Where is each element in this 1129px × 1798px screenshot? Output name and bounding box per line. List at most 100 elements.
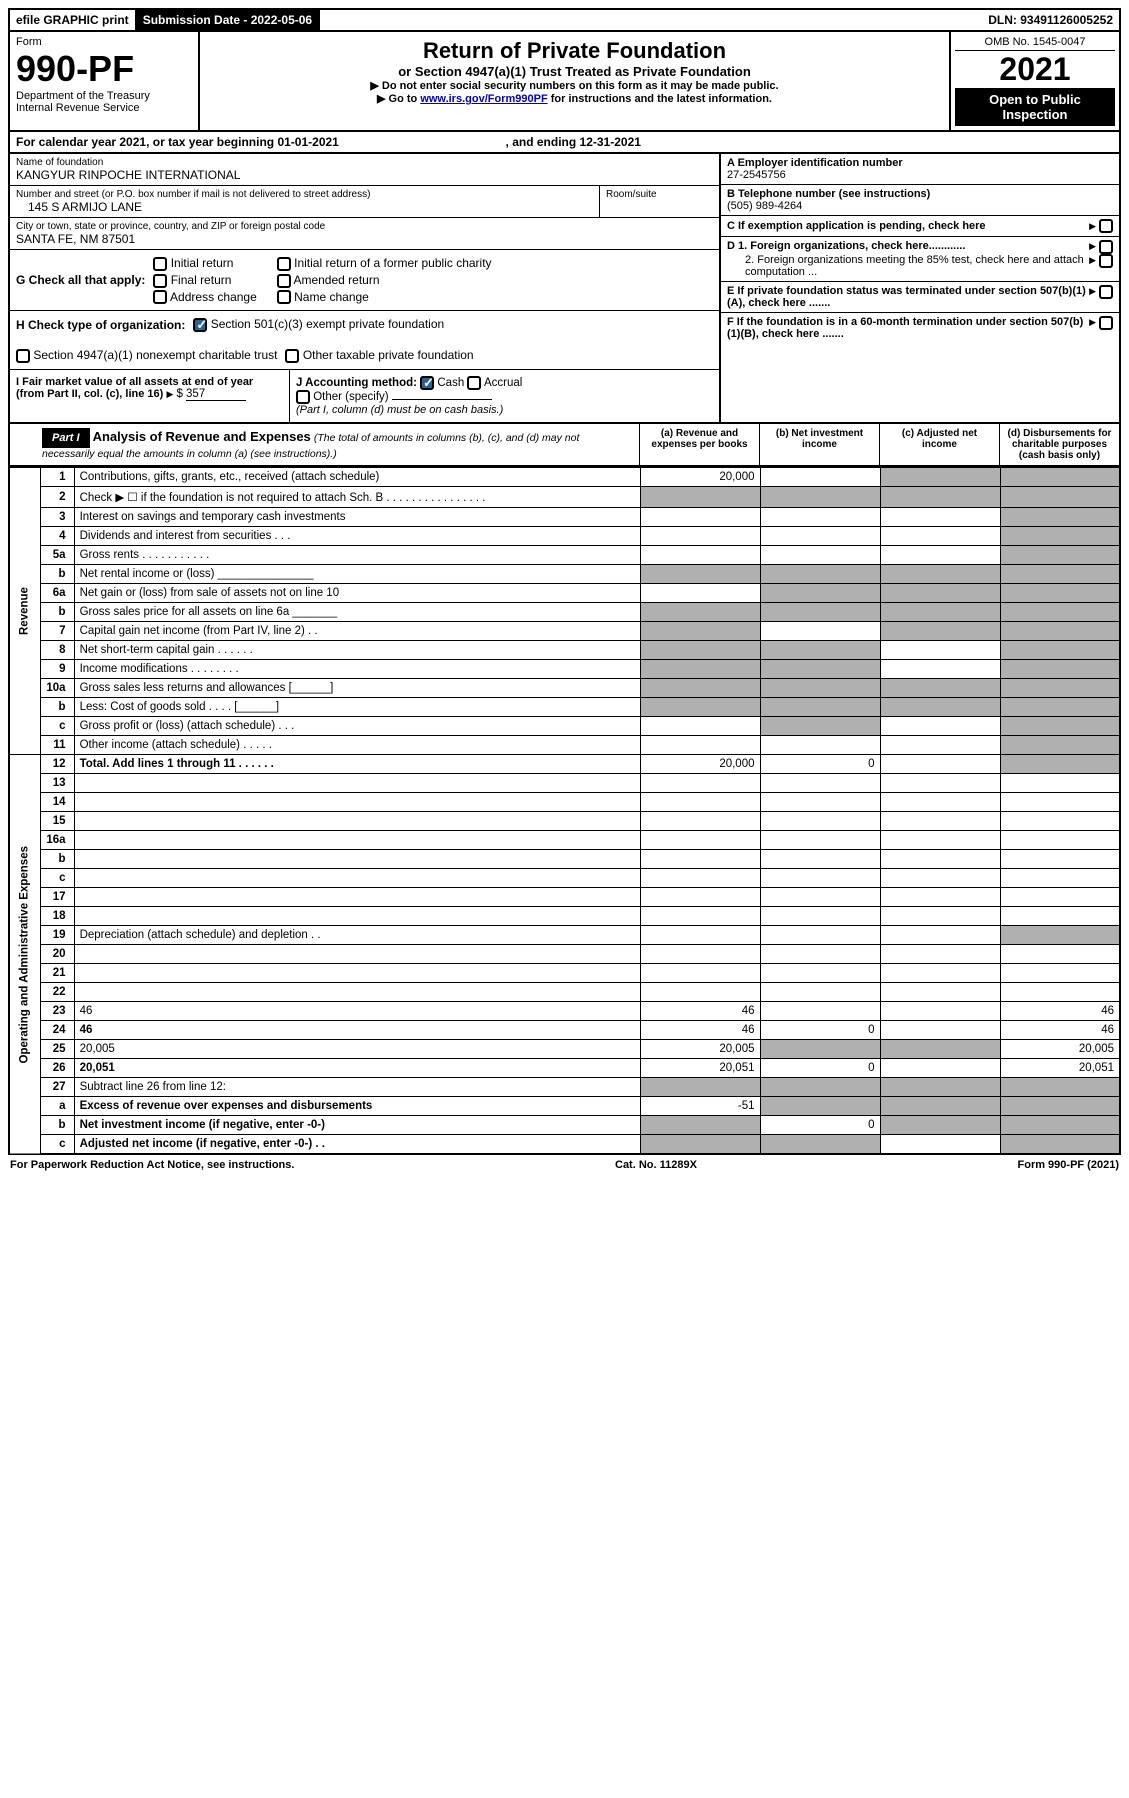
- g-opt-2-label: Address change: [170, 290, 257, 304]
- row-number: 4: [41, 527, 74, 546]
- d2-checkbox[interactable]: [1099, 254, 1113, 268]
- row-desc: [74, 964, 640, 983]
- cell-d: [1000, 793, 1120, 812]
- cell-c: [880, 945, 1000, 964]
- cell-c: [880, 698, 1000, 717]
- cell-b: 0: [760, 755, 880, 774]
- table-row: 27Subtract line 26 from line 12:: [9, 1078, 1120, 1097]
- cell-c: [880, 717, 1000, 736]
- table-row: 9Income modifications . . . . . . . .: [9, 660, 1120, 679]
- cell-d: [1000, 546, 1120, 565]
- row-number: 6a: [41, 584, 74, 603]
- table-row: 22: [9, 983, 1120, 1002]
- g-opt-5[interactable]: Name change: [277, 290, 492, 305]
- table-row: c: [9, 869, 1120, 888]
- cell-d: [1000, 508, 1120, 527]
- row-number: 7: [41, 622, 74, 641]
- d1-label: D 1. Foreign organizations, check here..…: [727, 240, 1089, 254]
- tax-year: 2021: [955, 51, 1115, 88]
- cell-c: [880, 584, 1000, 603]
- table-row: 6aNet gain or (loss) from sale of assets…: [9, 584, 1120, 603]
- form-subtitle: or Section 4947(a)(1) Trust Treated as P…: [206, 64, 943, 79]
- cell-c: [880, 888, 1000, 907]
- cell-c: [880, 1097, 1000, 1116]
- row-number: 14: [41, 793, 74, 812]
- cell-d: 20,005: [1000, 1040, 1120, 1059]
- g-opt-0[interactable]: Initial return: [153, 256, 256, 271]
- h-opt-1[interactable]: Section 501(c)(3) exempt private foundat…: [193, 317, 444, 332]
- foundation-name: KANGYUR RINPOCHE INTERNATIONAL: [16, 168, 713, 182]
- f-checkbox[interactable]: [1099, 316, 1113, 330]
- row-desc: Contributions, gifts, grants, etc., rece…: [74, 468, 640, 487]
- cell-d: [1000, 1097, 1120, 1116]
- room-label: Room/suite: [606, 189, 713, 200]
- cell-c: [880, 926, 1000, 945]
- row-desc: [74, 774, 640, 793]
- cell-a: [640, 812, 760, 831]
- h-opt-3[interactable]: Other taxable private foundation: [285, 348, 473, 363]
- cell-c: [880, 487, 1000, 508]
- name-label: Name of foundation: [16, 157, 713, 168]
- row-number: 3: [41, 508, 74, 527]
- c-checkbox[interactable]: [1099, 219, 1113, 233]
- cell-b: [760, 1040, 880, 1059]
- part1-header-row: Part I Analysis of Revenue and Expenses …: [8, 424, 1121, 467]
- row-number: 9: [41, 660, 74, 679]
- col-d-header: (d) Disbursements for charitable purpose…: [999, 424, 1119, 465]
- cell-c: [880, 793, 1000, 812]
- row-number: a: [41, 1097, 74, 1116]
- g-opt-3[interactable]: Initial return of a former public charit…: [277, 256, 492, 271]
- omb: OMB No. 1545-0047: [955, 36, 1115, 51]
- cell-d: 46: [1000, 1021, 1120, 1040]
- col-b-header: (b) Net investment income: [759, 424, 879, 465]
- j-other[interactable]: Other (specify): [296, 391, 492, 403]
- row-desc: Gross rents . . . . . . . . . . .: [74, 546, 640, 565]
- irs: Internal Revenue Service: [16, 102, 192, 114]
- instr-2: ▶ Go to www.irs.gov/Form990PF for instru…: [206, 92, 943, 105]
- table-row: 2Check ▶ ☐ if the foundation is not requ…: [9, 487, 1120, 508]
- d1-checkbox[interactable]: [1099, 240, 1113, 254]
- instr-2-pre: ▶ Go to: [377, 93, 420, 105]
- table-row: bNet rental income or (loss) ___________…: [9, 565, 1120, 584]
- cell-c: [880, 603, 1000, 622]
- h-opt-2[interactable]: Section 4947(a)(1) nonexempt charitable …: [16, 348, 277, 363]
- city-state-zip: SANTA FE, NM 87501: [16, 232, 713, 246]
- g-opt-1[interactable]: Final return: [153, 273, 256, 288]
- row-number: 16a: [41, 831, 74, 850]
- page-footer: For Paperwork Reduction Act Notice, see …: [8, 1155, 1121, 1175]
- c-label: C If exemption application is pending, c…: [727, 220, 1089, 232]
- cell-c: [880, 1116, 1000, 1135]
- cell-c: [880, 1002, 1000, 1021]
- cell-a: [640, 888, 760, 907]
- cell-d: [1000, 468, 1120, 487]
- row-desc: Income modifications . . . . . . . .: [74, 660, 640, 679]
- e-label: E If private foundation status was termi…: [727, 285, 1089, 309]
- cell-d: [1000, 1135, 1120, 1155]
- cell-d: [1000, 907, 1120, 926]
- cell-a: [640, 546, 760, 565]
- row-desc: [74, 869, 640, 888]
- cell-c: [880, 812, 1000, 831]
- g-opt-4-label: Amended return: [293, 273, 379, 287]
- cell-a: [640, 964, 760, 983]
- j-cash[interactable]: Cash: [420, 377, 464, 389]
- g-opt-2[interactable]: Address change: [153, 290, 256, 305]
- row-desc: 20,005: [74, 1040, 640, 1059]
- row-number: 5a: [41, 546, 74, 565]
- row-desc: Adjusted net income (if negative, enter …: [74, 1135, 640, 1155]
- row-desc: Net short-term capital gain . . . . . .: [74, 641, 640, 660]
- e-checkbox[interactable]: [1099, 285, 1113, 299]
- j-accrual[interactable]: Accrual: [467, 377, 522, 389]
- row-desc: [74, 888, 640, 907]
- cell-c: [880, 983, 1000, 1002]
- cell-d: [1000, 565, 1120, 584]
- cell-a: [640, 926, 760, 945]
- row-number: b: [41, 565, 74, 584]
- form-link[interactable]: www.irs.gov/Form990PF: [420, 93, 547, 105]
- cal-end: 12-31-2021: [580, 135, 641, 149]
- row-desc: Excess of revenue over expenses and disb…: [74, 1097, 640, 1116]
- g-opt-4[interactable]: Amended return: [277, 273, 492, 288]
- cell-d: [1000, 964, 1120, 983]
- cell-c: [880, 1021, 1000, 1040]
- cell-d: [1000, 831, 1120, 850]
